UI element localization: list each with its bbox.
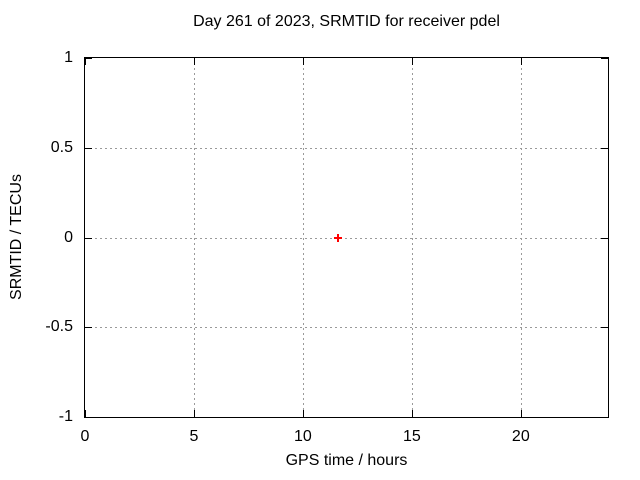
y-tick-mark: [601, 147, 608, 149]
y-tick-mark: [85, 58, 92, 59]
x-tick-mark: [520, 410, 522, 417]
y-gridline: [85, 147, 608, 149]
x-tick-mark: [411, 410, 413, 417]
x-tick-mark: [85, 58, 86, 65]
data-point-marker: [333, 233, 342, 242]
y-tick-label: 0.5: [50, 138, 73, 156]
y-tick-mark: [85, 327, 92, 329]
y-tick-mark: [85, 237, 92, 239]
marker-plus-vertical-bar: [336, 233, 339, 242]
y-tick-mark: [85, 417, 92, 418]
x-tick-mark: [302, 410, 304, 417]
x-tick-label: 15: [402, 428, 421, 445]
x-tick-mark: [193, 410, 195, 417]
x-axis-label: GPS time / hours: [285, 452, 408, 469]
y-tick-mark: [85, 147, 92, 149]
y-tick-mark: [601, 417, 608, 418]
y-tick-mark: [601, 58, 608, 59]
chart-title: Day 261 of 2023, SRMTID for receiver pde…: [193, 13, 500, 30]
y-tick-label: 1: [64, 49, 73, 66]
y-gridline: [85, 327, 608, 329]
y-tick-label: 0: [64, 228, 73, 246]
x-tick-mark: [193, 58, 195, 65]
x-tick-mark: [302, 58, 304, 65]
x-tick-label: 10: [294, 428, 312, 445]
y-tick-mark: [601, 327, 608, 329]
x-tick-mark: [520, 58, 522, 65]
y-tick-label: -1: [58, 408, 73, 425]
x-tick-label: 20: [511, 428, 530, 445]
plot-area: 0 5 10 15 20 -1 -0.5 0 0.5 1: [45, 49, 609, 445]
x-tick-label: 5: [189, 428, 199, 445]
y-tick-label: -0.5: [45, 318, 73, 336]
y-gridline: [85, 237, 608, 239]
y-tick-mark: [601, 237, 608, 239]
x-tick-label: 0: [80, 428, 90, 445]
x-tick-mark: [85, 410, 86, 417]
x-tick-mark: [411, 58, 413, 65]
